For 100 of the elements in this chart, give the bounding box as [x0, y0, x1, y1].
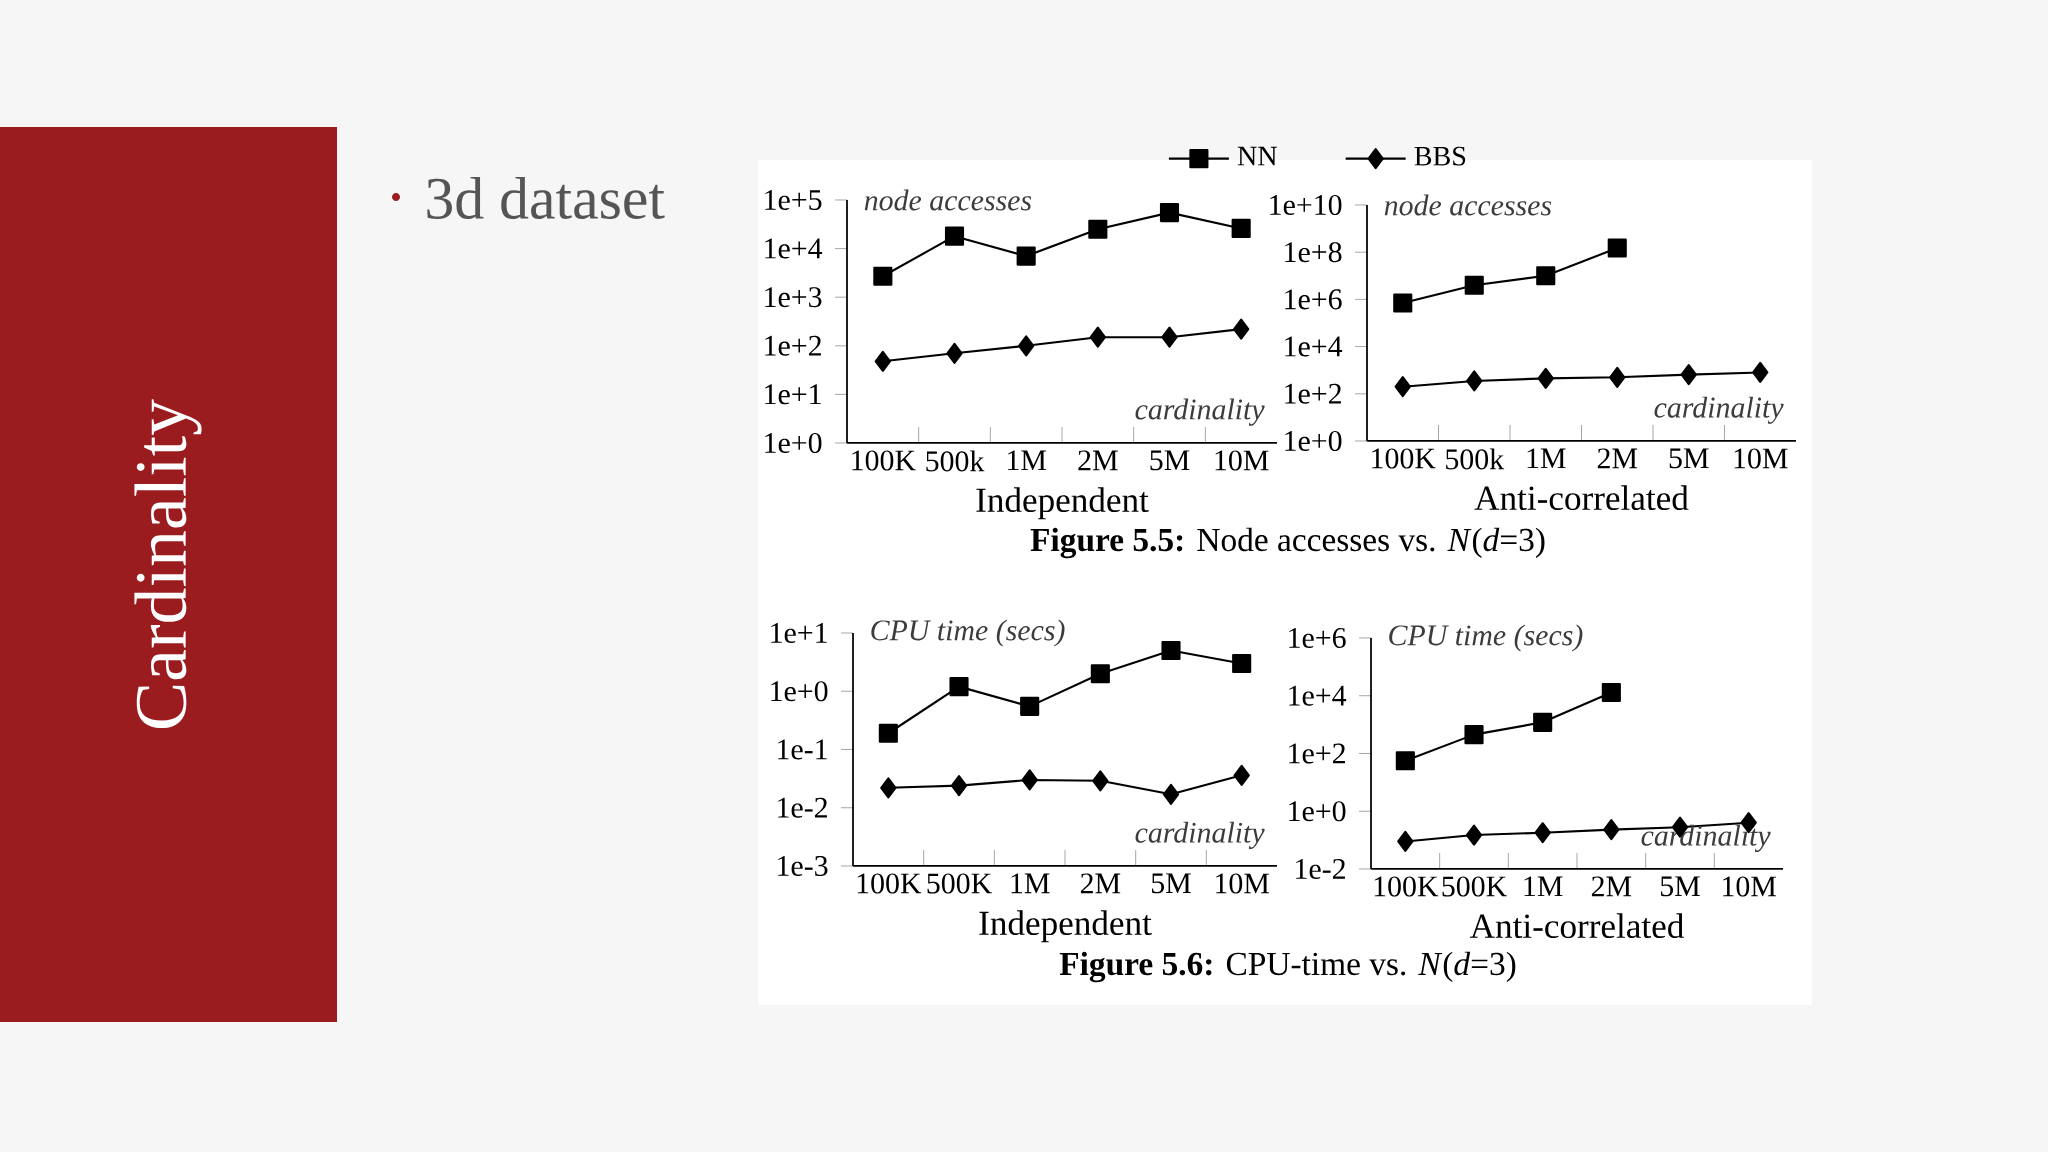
- point: [1089, 326, 1107, 348]
- point: [1159, 203, 1180, 223]
- x-tick-label: 5M: [1660, 876, 1700, 897]
- y-tick-label: 1e+0: [771, 681, 828, 702]
- point: [1601, 682, 1621, 703]
- x-tick-label: 2M: [1591, 876, 1632, 897]
- x-tick-label: 100K: [852, 450, 916, 471]
- x-tick-label: 2M: [1597, 448, 1638, 469]
- y-tick-label: 1e+4: [1285, 336, 1343, 357]
- point: [1466, 370, 1483, 392]
- point: [1090, 664, 1110, 684]
- point: [1233, 764, 1250, 786]
- y-tick-label: 1e-1: [778, 739, 827, 760]
- point: [1464, 725, 1484, 745]
- y-tick-label: 1e+5: [765, 189, 822, 210]
- text: Anti-correlated: [1470, 913, 1684, 939]
- point: [944, 226, 965, 246]
- x-axis-title: cardinality: [1135, 398, 1265, 426]
- y-axis-title: CPU time (secs): [871, 619, 1065, 647]
- y-tick-label: 1e+2: [1289, 743, 1345, 764]
- y-tick-label: 1e+4: [765, 238, 823, 259]
- text: Independent: [976, 487, 1149, 520]
- y-tick-label: 1e+1: [765, 384, 821, 405]
- x-tick-label: 5M: [1669, 448, 1709, 469]
- point: [1395, 751, 1415, 771]
- y-axis-title: CPU time (secs): [1389, 624, 1583, 652]
- point: [1752, 361, 1769, 384]
- y-tick-label: 1e+0: [1285, 430, 1342, 452]
- point: [1021, 769, 1038, 791]
- x-tick-label: 2M: [1078, 450, 1118, 471]
- y-axis-title: node accesses: [864, 189, 1032, 211]
- x-tick-label: 500K: [1442, 876, 1507, 897]
- x-tick-label: 10M: [1734, 448, 1788, 469]
- text: 3d dataset: [427, 176, 665, 220]
- point: [1397, 830, 1414, 852]
- point: [873, 266, 893, 286]
- x-tick-label: 1M: [1008, 450, 1047, 471]
- text: Figure 5.6: CPU-time vs. N(d=3): [1059, 951, 1516, 983]
- legend-label: BBS: [1414, 146, 1466, 166]
- point: [1465, 824, 1483, 846]
- text: Independent: [979, 910, 1152, 943]
- y-tick-label: 1e-2: [778, 797, 827, 818]
- x-tick-label: 1M: [1524, 876, 1563, 897]
- x-tick-label: 10M: [1216, 873, 1270, 894]
- y-tick-label: 1e+0: [1289, 801, 1346, 822]
- point: [1231, 218, 1251, 238]
- x-axis-title: cardinality: [1135, 821, 1265, 849]
- x-tick-label: 100K: [1372, 448, 1436, 469]
- text: Cardinality: [134, 399, 202, 728]
- x-tick-label: 10M: [1723, 876, 1777, 897]
- x-tick-label: 500K: [927, 873, 992, 894]
- point: [1017, 335, 1035, 357]
- y-axis-title: node accesses: [1384, 194, 1552, 216]
- point: [1394, 376, 1411, 398]
- point: [950, 775, 968, 797]
- point: [1464, 275, 1484, 295]
- x-tick-label: 5M: [1150, 450, 1190, 471]
- point: [949, 677, 969, 697]
- x-axis-title: cardinality: [1654, 396, 1784, 424]
- y-tick-label: 1e+2: [1285, 383, 1341, 404]
- y-tick-label: 1e+6: [1289, 627, 1346, 648]
- y-tick-label: 1e-2: [1296, 858, 1345, 879]
- point: [880, 777, 897, 799]
- x-tick-label: 2M: [1080, 873, 1121, 894]
- point: [1232, 318, 1250, 340]
- text: Figure 5.5: Node accesses vs. N(d=3): [1030, 527, 1545, 559]
- point: [1393, 293, 1413, 313]
- x-axis-title: cardinality: [1641, 824, 1771, 852]
- x-tick-label: 1M: [1527, 448, 1566, 469]
- y-tick-label: 1e+3: [765, 287, 822, 308]
- point: [1534, 822, 1551, 844]
- y-tick-label: 1e+10: [1270, 194, 1342, 216]
- x-tick-label: 5M: [1151, 873, 1191, 894]
- point: [1603, 819, 1620, 841]
- y-tick-label: 1e+0: [765, 432, 822, 454]
- text: Anti-correlated: [1474, 485, 1689, 511]
- x-tick-label: 500k: [1446, 448, 1505, 470]
- point: [1537, 367, 1554, 389]
- point: [1232, 653, 1252, 673]
- x-tick-label: 100K: [1374, 876, 1439, 897]
- point: [1609, 366, 1626, 388]
- y-tick-label: 1e+8: [1285, 242, 1342, 263]
- y-tick-label: 1e+6: [1285, 289, 1342, 310]
- y-tick-label: 1e+2: [765, 335, 821, 356]
- point: [1607, 238, 1627, 258]
- point: [1162, 783, 1180, 805]
- x-tick-label: 10M: [1215, 450, 1269, 471]
- x-tick-label: 500k: [926, 450, 985, 472]
- y-tick-label: 1e+1: [771, 622, 827, 643]
- point: [1536, 266, 1556, 286]
- point: [1533, 712, 1553, 732]
- point: [1161, 326, 1178, 348]
- point: [1088, 219, 1108, 239]
- y-tick-label: 1e-3: [778, 855, 828, 877]
- point: [1092, 770, 1109, 792]
- y-tick-label: 1e+4: [1289, 685, 1347, 706]
- point: [1680, 364, 1697, 386]
- point: [1161, 640, 1181, 661]
- legend-label: NN: [1237, 146, 1277, 166]
- point: [1016, 246, 1036, 266]
